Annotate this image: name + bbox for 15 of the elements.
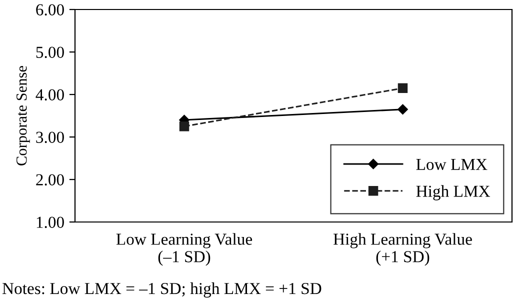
- legend-label: Low LMX: [416, 158, 488, 170]
- y-tick-label: 5.00: [36, 46, 64, 58]
- y-tick-label: 4.00: [36, 89, 64, 101]
- point: [398, 83, 408, 93]
- y-tick-label: 3.00: [36, 132, 64, 144]
- y-tick-label: 2.00: [36, 174, 64, 186]
- point: [398, 104, 408, 114]
- text: Notes: Low LMX = –1 SD; high LMX = +1 SD: [2, 282, 322, 298]
- y-tick-label: 1.00: [36, 216, 64, 228]
- y-axis-title: Corporate Sense: [16, 66, 30, 166]
- x-tick-label: High Learning Value (+1 SD): [333, 233, 472, 266]
- point: [179, 122, 190, 132]
- legend-label: High LMX: [416, 185, 490, 200]
- x-tick-label: Low Learning Value (–1 SD): [116, 233, 252, 266]
- y-tick-label: 6.00: [36, 4, 64, 16]
